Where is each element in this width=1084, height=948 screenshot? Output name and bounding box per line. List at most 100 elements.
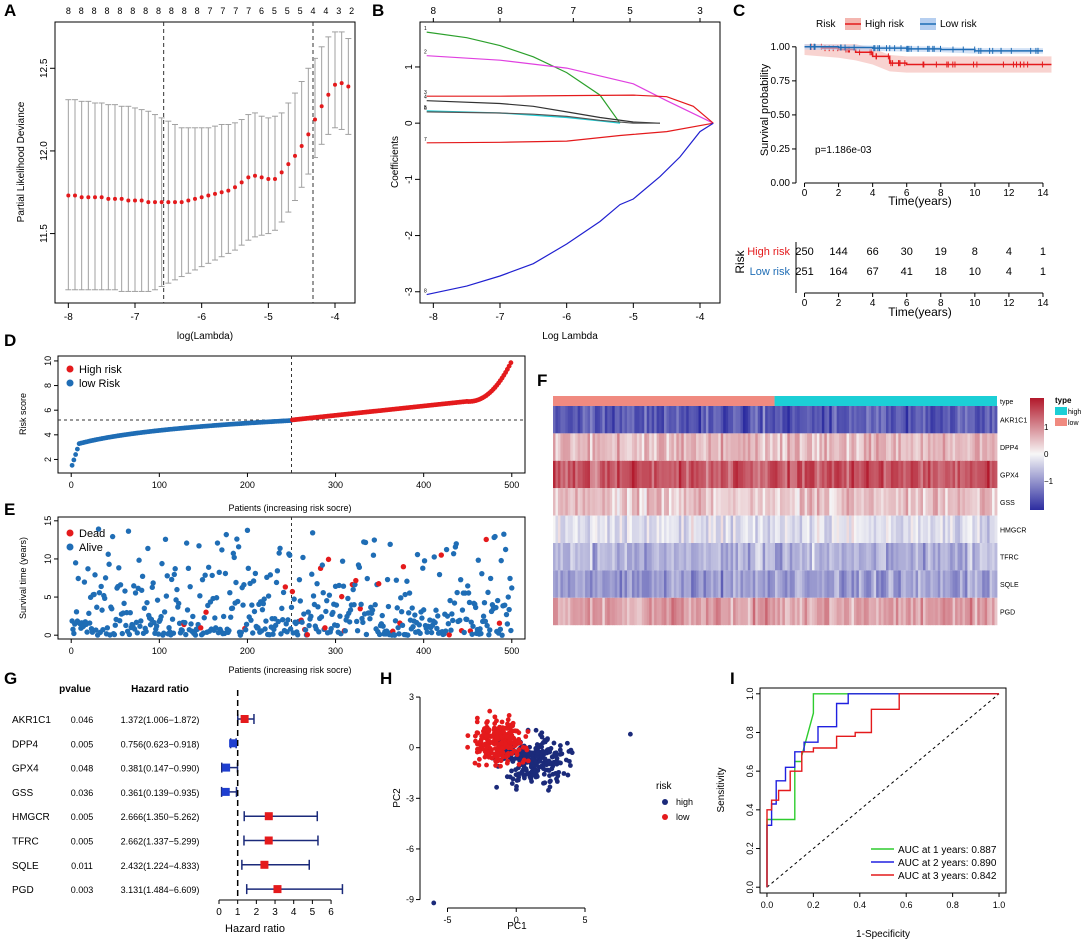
panel-e-alive-point bbox=[352, 581, 358, 588]
panel-e-alive-point bbox=[394, 605, 400, 611]
panel-h-low-point bbox=[506, 713, 512, 718]
panel-e-alive-point bbox=[503, 611, 510, 618]
panel-f-cell bbox=[614, 543, 618, 571]
panel-c-xtick-label: 6 bbox=[904, 188, 910, 199]
panel-f-row-label: GSS bbox=[1000, 500, 1015, 507]
panel-f-cell bbox=[900, 433, 904, 461]
panel-e-alive-point bbox=[161, 630, 167, 636]
panel-f-cell bbox=[624, 597, 628, 626]
panel-e-alive-point bbox=[153, 623, 160, 629]
panel-h-high-point bbox=[541, 771, 547, 777]
panel-f-cell bbox=[945, 406, 949, 434]
panel-f-cell bbox=[947, 406, 951, 434]
panel-f-cell bbox=[572, 570, 576, 598]
panel-e-alive-point bbox=[196, 543, 202, 549]
panel-f-cell bbox=[701, 433, 704, 461]
panel-e-alive-point bbox=[372, 602, 378, 608]
panel-f-cell bbox=[767, 433, 771, 461]
panel-f-cell bbox=[752, 515, 756, 543]
panel-f-cell bbox=[592, 543, 596, 571]
panel-f-cell bbox=[557, 543, 561, 571]
panel-f-cell bbox=[755, 460, 759, 489]
panel-f-cell bbox=[659, 460, 662, 489]
panel-e-alive-point bbox=[134, 630, 141, 636]
panel-f-cell bbox=[834, 488, 838, 516]
panel-f-cell bbox=[614, 406, 618, 434]
panel-e-alive-point bbox=[338, 630, 344, 637]
panel-f-cell bbox=[659, 515, 662, 543]
panel-b-xtick-label: -8 bbox=[429, 312, 438, 323]
panel-e-alive-point bbox=[435, 613, 441, 619]
panel-f-cell bbox=[932, 488, 936, 516]
panel-h-low-point bbox=[465, 733, 471, 739]
panel-f-cell bbox=[876, 570, 879, 598]
panel-f-cell bbox=[925, 460, 929, 489]
panel-e-xtick-label: 500 bbox=[504, 646, 519, 656]
panel-e-alive-point bbox=[472, 604, 479, 611]
panel-h-high-point bbox=[559, 751, 565, 757]
panel-f-cell bbox=[673, 488, 677, 516]
panel-f-cell bbox=[987, 570, 990, 598]
panel-e-alive-point bbox=[469, 631, 475, 637]
panel-f-cell bbox=[883, 488, 887, 516]
panel-f-cell bbox=[972, 515, 976, 543]
panel-f-cell bbox=[713, 570, 717, 598]
panel-a-top-tick-label: 8 bbox=[130, 6, 135, 16]
panel-e-alive-point bbox=[222, 570, 229, 577]
panel-f-cell bbox=[715, 460, 719, 489]
panel-f-cell bbox=[624, 406, 628, 434]
panel-e-alive-point bbox=[358, 601, 364, 608]
panel-h-low-point bbox=[484, 749, 489, 755]
panel-f-cell bbox=[829, 543, 833, 571]
panel-f-cell bbox=[733, 433, 736, 461]
panel-h-low-point bbox=[498, 748, 504, 753]
panel-f-cell bbox=[649, 543, 653, 571]
panel-f-cell bbox=[728, 515, 731, 543]
panel-f-cell bbox=[863, 433, 867, 461]
panel-e-alive-point bbox=[276, 550, 282, 556]
panel-f-cell bbox=[858, 515, 862, 543]
panel-b-line-index: 8 bbox=[424, 289, 427, 295]
panel-f-cell bbox=[955, 406, 958, 434]
panel-f-cell bbox=[733, 543, 736, 571]
panel-f-cell bbox=[733, 515, 736, 543]
panel-f-cell bbox=[841, 460, 845, 489]
panel-f-cell bbox=[762, 460, 766, 489]
panel-f-cell bbox=[834, 406, 838, 434]
panel-h-low-point bbox=[504, 726, 510, 731]
panel-e-alive-point bbox=[127, 610, 133, 616]
panel-f-cell bbox=[755, 406, 759, 434]
panel-h-ytick-label: -3 bbox=[406, 793, 414, 803]
panel-f-cell bbox=[762, 488, 766, 516]
panel-a-point bbox=[173, 200, 177, 205]
panel-e-dead-point bbox=[376, 581, 382, 587]
panel-a-xtick-label: -5 bbox=[264, 312, 273, 323]
panel-f-cell bbox=[725, 433, 729, 461]
panel-f-cell bbox=[935, 433, 939, 461]
panel-label-f: F bbox=[537, 371, 547, 390]
panel-e-alive-point bbox=[102, 575, 109, 581]
panel-f-cell bbox=[654, 406, 657, 434]
panel-d-xtick-label: 400 bbox=[416, 480, 431, 490]
panel-e-alive-point bbox=[164, 573, 170, 579]
panel-f-cell bbox=[742, 597, 746, 626]
panel-f-cell bbox=[604, 488, 608, 516]
panel-f-cell bbox=[799, 488, 803, 516]
panel-e-alive-point bbox=[70, 626, 76, 632]
panel-f-cell bbox=[555, 433, 559, 461]
panel-f-cell bbox=[895, 515, 899, 543]
panel-h-low-point bbox=[505, 744, 511, 750]
panel-f-cell bbox=[622, 460, 625, 489]
panel-f-cell bbox=[893, 460, 897, 489]
panel-f-cell bbox=[570, 515, 574, 543]
panel-f-cell bbox=[799, 433, 803, 461]
panel-f-cell bbox=[698, 515, 702, 543]
panel-f-cell bbox=[691, 406, 694, 434]
panel-f-cell bbox=[627, 460, 630, 489]
panel-f-cell bbox=[639, 570, 643, 598]
panel-f-cell bbox=[992, 570, 995, 598]
panel-f-cell bbox=[607, 488, 611, 516]
panel-f-cell bbox=[659, 433, 662, 461]
panel-f-cell bbox=[686, 460, 690, 489]
panel-f-cell bbox=[846, 543, 850, 571]
